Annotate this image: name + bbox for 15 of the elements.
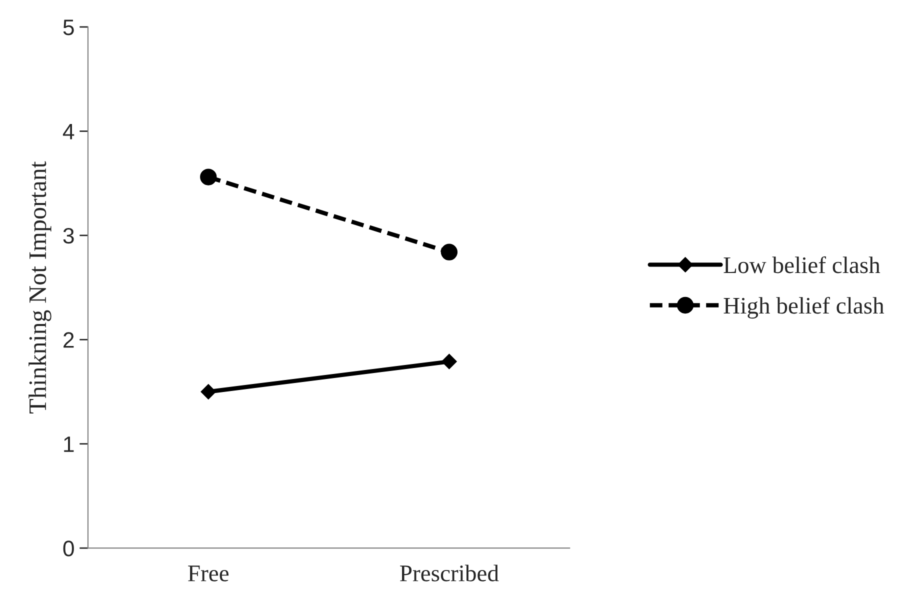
y-tick-label: 1 (64, 436, 74, 452)
point (442, 354, 457, 370)
y-tick-label: 3 (63, 228, 74, 244)
legend-label: High belief clash (724, 296, 884, 319)
legend-label: Low belief clash (724, 256, 880, 274)
y-tick-label: 4 (62, 124, 74, 140)
y-tick-label: 5 (63, 20, 74, 36)
point (200, 168, 217, 186)
x-tick-label: Free (188, 566, 229, 582)
y-tick-label: 2 (64, 332, 74, 348)
point (440, 244, 458, 260)
y-tick-label: 0 (63, 540, 74, 556)
point (200, 384, 216, 400)
y-axis-title: Thinkning Not Important (28, 161, 52, 414)
x-tick-label: Prescribed (400, 564, 499, 582)
